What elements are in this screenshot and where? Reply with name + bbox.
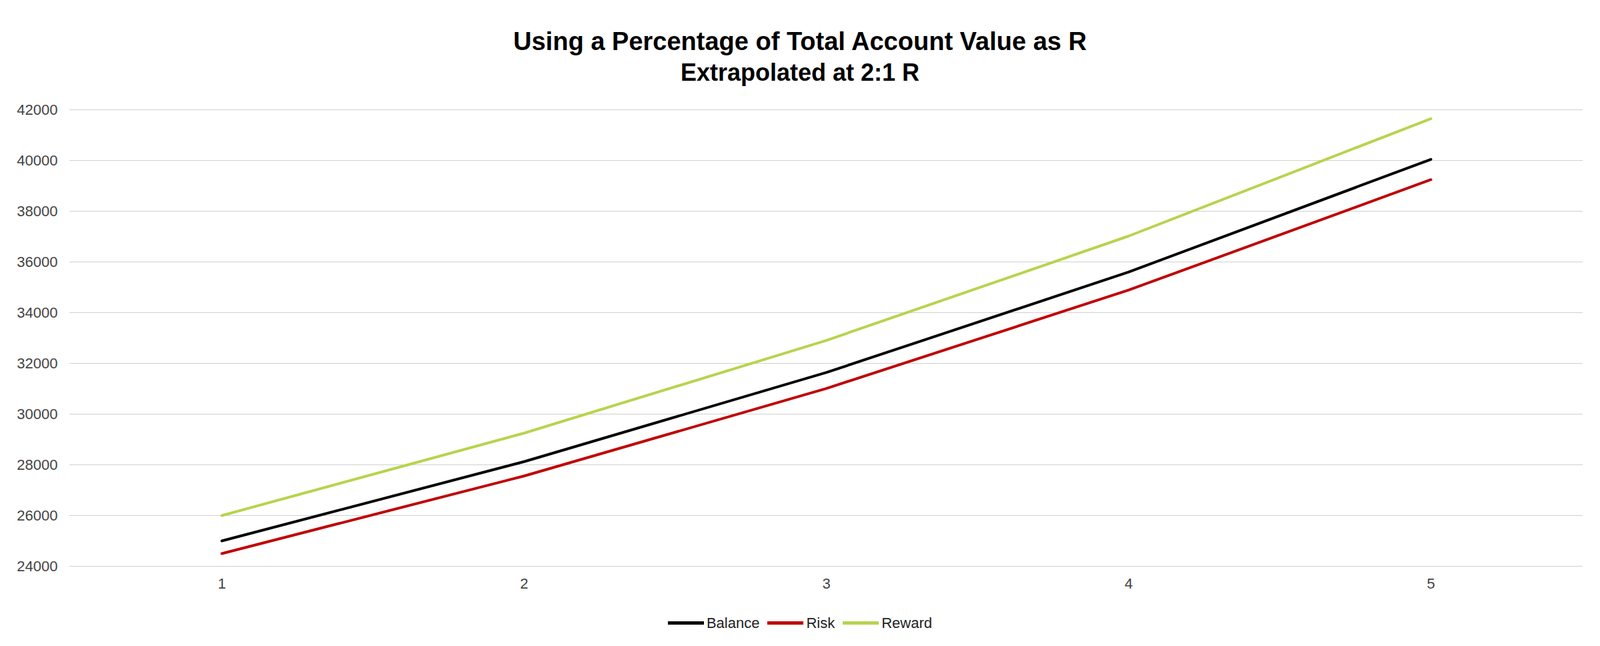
html-text:Balance: Balance (706, 614, 760, 631)
svg-text:38000: 38000 (16, 202, 58, 220)
svg-text:24000: 24000 (16, 557, 58, 575)
svg-text:36000: 36000 (16, 253, 58, 271)
svg-text:2: 2 (519, 575, 528, 592)
svg-text:26000: 26000 (16, 507, 58, 524)
svg-text:28000: 28000 (16, 456, 58, 474)
svg-text:1: 1 (217, 575, 226, 592)
svg-text:34000: 34000 (16, 304, 58, 321)
svg-text:4: 4 (1124, 575, 1133, 592)
svg-text:3: 3 (822, 575, 831, 592)
svg-text:40000: 40000 (16, 152, 58, 169)
svg-text:30000: 30000 (16, 405, 58, 423)
html-text:Using a Percentage of Total Ac: Using a Percentage of Total Account Valu… (513, 27, 1087, 56)
html-text:Extrapolated at 2:1 R: Extrapolated at 2:1 R (680, 58, 920, 87)
html-text:Risk: Risk (806, 614, 835, 631)
svg-text:5: 5 (1426, 575, 1435, 592)
html-text:Reward: Reward (881, 614, 933, 631)
svg-text:32000: 32000 (16, 354, 58, 372)
svg-text:42000: 42000 (16, 101, 58, 119)
